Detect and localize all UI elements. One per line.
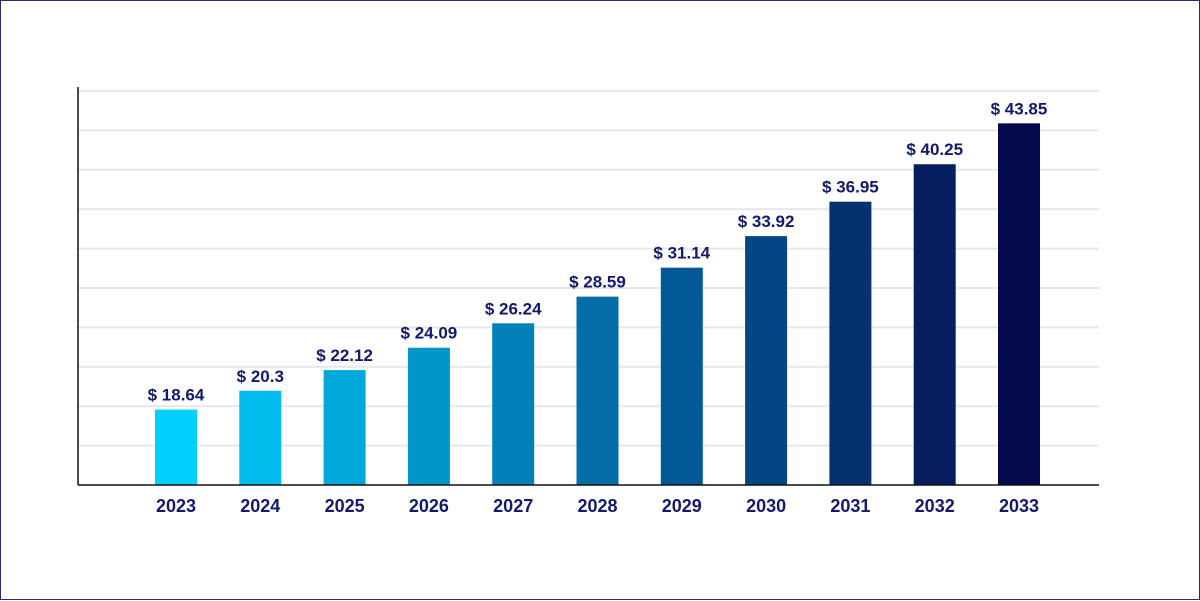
data-label-2025: $ 22.12 [316,346,373,365]
bar-2030 [745,236,788,485]
bar-2032 [913,164,956,485]
x-tick-label-2025: 2025 [325,496,365,516]
bar-2031 [829,201,872,485]
bar-2024 [239,390,282,485]
data-label-2029: $ 31.14 [653,244,710,263]
data-label-2024: $ 20.3 [237,367,284,386]
bar-2026 [407,347,450,485]
data-label-2023: $ 18.64 [148,386,205,405]
data-label-2033: $ 43.85 [991,99,1048,118]
data-label-2027: $ 26.24 [485,299,542,318]
bar-2025 [323,370,366,485]
x-tick-label-2026: 2026 [409,496,449,516]
x-tick-label-2023: 2023 [156,496,196,516]
x-tick-label-2033: 2033 [999,496,1039,516]
bar-2023 [155,409,197,485]
x-tick-label-2031: 2031 [830,496,870,516]
data-label-2026: $ 24.09 [401,324,458,343]
data-labels-group: $ 18.64 $ 20.3 $ 22.12 $ 24.09 $ 26.24 $ 28.5… [148,99,1048,404]
bar-2028 [576,296,619,485]
x-tick-label-2028: 2028 [577,496,617,516]
data-label-2031: $ 36.95 [822,178,879,197]
bar-2027 [492,323,535,485]
x-tick-label-2024: 2024 [240,496,280,516]
data-label-2028: $ 28.59 [569,273,626,292]
x-tick-label-2027: 2027 [493,496,533,516]
x-tick-label-2030: 2030 [746,496,786,516]
bars-group [155,123,1040,485]
x-tick-labels-group: 2023 2024 2025 2026 2027 2028 2029 2030 2031 2032… [156,496,1039,516]
x-tick-label-2032: 2032 [915,496,955,516]
x-tick-label-2029: 2029 [662,496,702,516]
bar-2033 [998,123,1040,485]
bar-2029 [660,267,703,485]
data-label-2032: $ 40.25 [906,140,963,159]
data-label-2030: $ 33.92 [738,212,795,231]
